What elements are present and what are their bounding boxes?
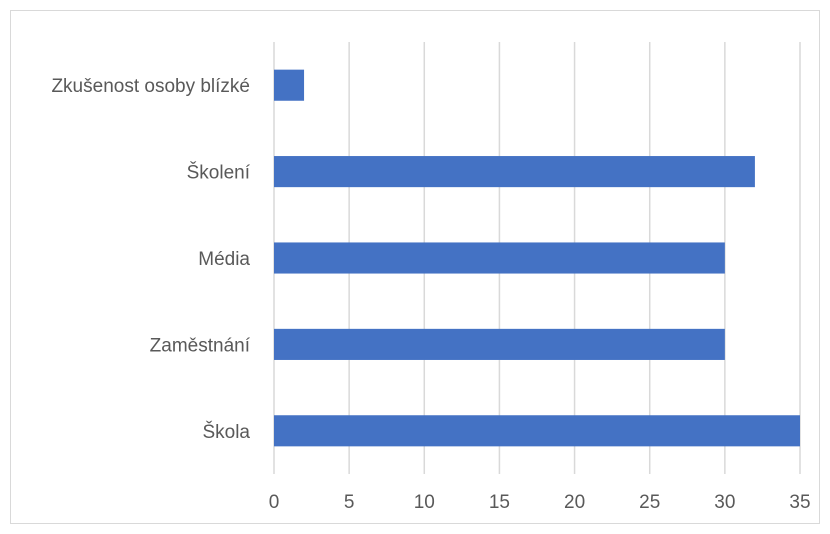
x-tick-label: 15	[489, 492, 510, 513]
category-labels: Zkušenost osoby blízké Školení Média Zaměst…	[51, 76, 250, 443]
x-tick-label: 35	[789, 492, 810, 513]
bars	[274, 69, 800, 447]
category-label: Zkušenost osoby blízké	[51, 76, 250, 97]
bar	[274, 415, 800, 447]
x-tick-label: 5	[344, 492, 355, 513]
bar	[274, 328, 725, 360]
category-label: Škola	[202, 421, 250, 443]
bar	[274, 242, 725, 274]
x-tick-labels: 0 5 10 15 20 25 30 35	[269, 492, 811, 513]
x-tick-label: 30	[714, 492, 735, 513]
x-tick-label: 20	[564, 492, 585, 513]
x-tick-label: 25	[639, 492, 660, 513]
category-label: Školení	[187, 162, 251, 184]
category-label: Média	[198, 249, 250, 270]
bar	[274, 69, 305, 101]
x-tick-label: 0	[269, 492, 280, 513]
category-label: Zaměstnání	[150, 335, 251, 356]
x-tick-label: 10	[414, 492, 435, 513]
bar	[274, 156, 755, 188]
